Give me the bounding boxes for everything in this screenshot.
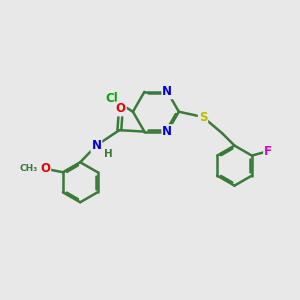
- Text: S: S: [199, 110, 207, 124]
- Text: N: N: [92, 139, 101, 152]
- Text: Cl: Cl: [105, 92, 118, 105]
- Text: CH₃: CH₃: [19, 164, 37, 173]
- Text: N: N: [162, 85, 172, 98]
- Text: N: N: [162, 125, 172, 138]
- Text: H: H: [104, 149, 113, 159]
- Text: F: F: [264, 145, 272, 158]
- Text: O: O: [40, 162, 50, 175]
- Text: O: O: [116, 102, 126, 116]
